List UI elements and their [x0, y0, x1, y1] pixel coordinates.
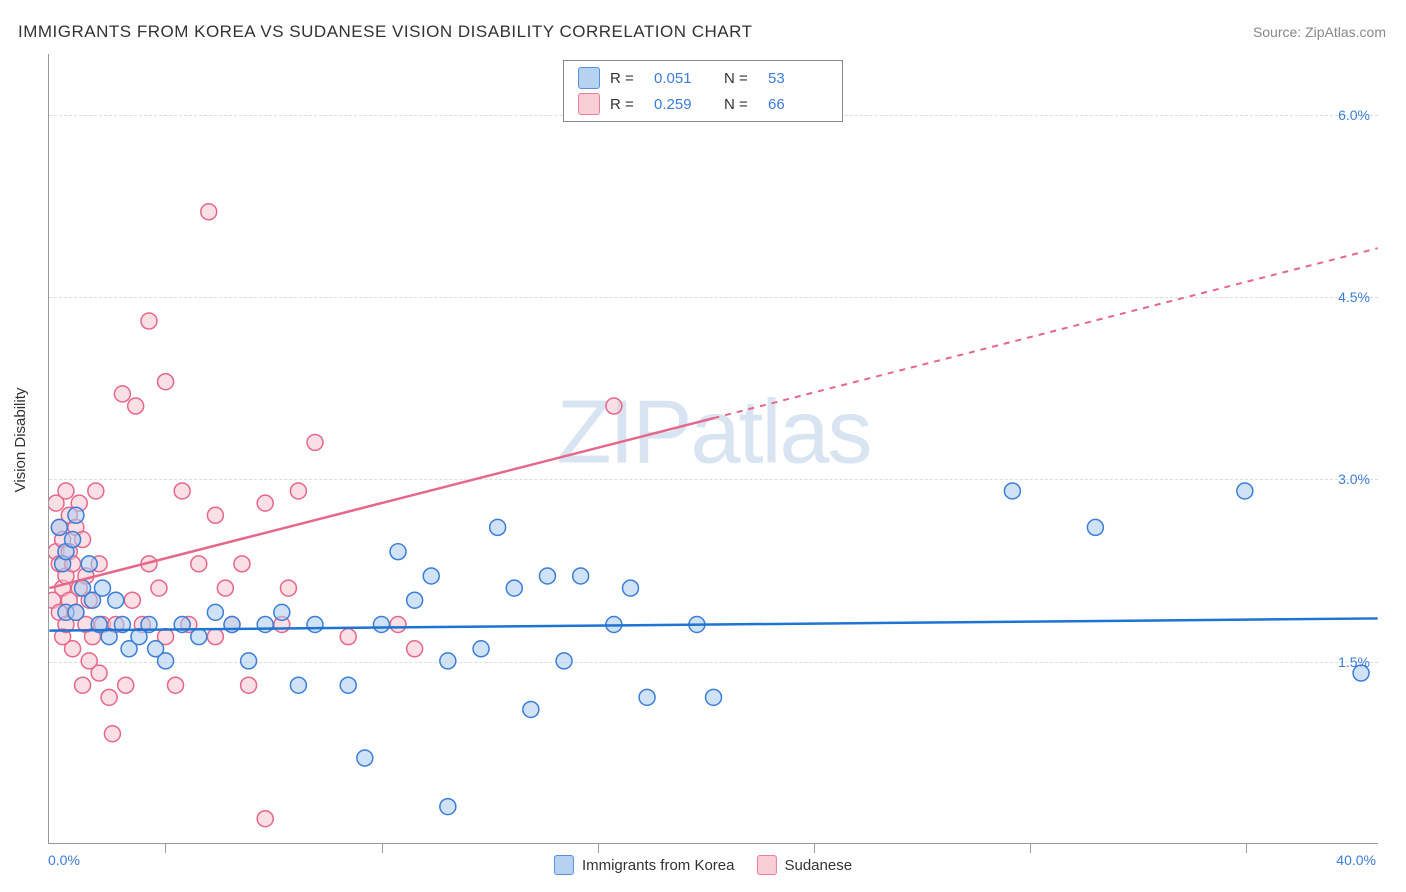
legend-series-item: Sudanese — [756, 855, 852, 875]
data-point — [274, 604, 290, 620]
x-tick — [382, 843, 383, 853]
x-tick — [814, 843, 815, 853]
x-axis-max-label: 40.0% — [1336, 852, 1376, 868]
data-point — [104, 726, 120, 742]
data-point — [307, 617, 323, 633]
data-point — [280, 580, 296, 596]
data-point — [191, 556, 207, 572]
data-point — [51, 519, 67, 535]
x-tick — [1030, 843, 1031, 853]
trend-line-extrapolated — [714, 248, 1378, 418]
legend-series-item: Immigrants from Korea — [554, 855, 735, 875]
x-axis-origin-label: 0.0% — [48, 852, 80, 868]
chart-svg — [49, 54, 1378, 843]
data-point — [290, 677, 306, 693]
data-point — [234, 556, 250, 572]
data-point — [606, 398, 622, 414]
data-point — [257, 495, 273, 511]
data-point — [573, 568, 589, 584]
data-point — [373, 617, 389, 633]
chart-title: IMMIGRANTS FROM KOREA VS SUDANESE VISION… — [18, 22, 752, 42]
data-point — [108, 592, 124, 608]
data-point — [556, 653, 572, 669]
data-point — [141, 313, 157, 329]
data-point — [440, 653, 456, 669]
legend-series-label: Sudanese — [784, 857, 852, 874]
data-point — [128, 398, 144, 414]
data-point — [91, 665, 107, 681]
data-point — [158, 374, 174, 390]
data-point — [207, 507, 223, 523]
data-point — [390, 544, 406, 560]
data-point — [75, 677, 91, 693]
x-tick — [1246, 843, 1247, 853]
data-point — [357, 750, 373, 766]
data-point — [390, 617, 406, 633]
x-tick — [598, 843, 599, 853]
data-point — [151, 580, 167, 596]
data-point — [124, 592, 140, 608]
data-point — [191, 629, 207, 645]
data-point — [307, 434, 323, 450]
data-point — [257, 811, 273, 827]
data-point — [473, 641, 489, 657]
source-attribution: Source: ZipAtlas.com — [1253, 24, 1386, 40]
data-point — [639, 689, 655, 705]
data-point — [423, 568, 439, 584]
data-point — [1004, 483, 1020, 499]
data-point — [68, 604, 84, 620]
data-point — [706, 689, 722, 705]
data-point — [68, 507, 84, 523]
data-point — [407, 641, 423, 657]
data-point — [201, 204, 217, 220]
data-point — [114, 386, 130, 402]
data-point — [407, 592, 423, 608]
data-point — [58, 483, 74, 499]
source-link[interactable]: ZipAtlas.com — [1305, 24, 1386, 40]
data-point — [506, 580, 522, 596]
data-point — [88, 483, 104, 499]
data-point — [622, 580, 638, 596]
data-point — [1353, 665, 1369, 681]
data-point — [539, 568, 555, 584]
data-point — [207, 629, 223, 645]
data-point — [217, 580, 233, 596]
data-point — [257, 617, 273, 633]
data-point — [174, 483, 190, 499]
data-point — [207, 604, 223, 620]
legend-series: Immigrants from Korea Sudanese — [554, 855, 852, 875]
data-point — [65, 641, 81, 657]
data-point — [1237, 483, 1253, 499]
x-tick — [165, 843, 166, 853]
trend-line — [49, 418, 713, 588]
data-point — [65, 532, 81, 548]
legend-swatch — [554, 855, 574, 875]
data-point — [94, 580, 110, 596]
legend-swatch — [756, 855, 776, 875]
data-point — [81, 556, 97, 572]
y-axis-label: Vision Disability — [12, 388, 29, 493]
legend-series-label: Immigrants from Korea — [582, 857, 735, 874]
plot-area: ZIPatlas 1.5%3.0%4.5%6.0% — [48, 54, 1378, 844]
data-point — [101, 689, 117, 705]
data-point — [523, 701, 539, 717]
data-point — [290, 483, 306, 499]
data-point — [340, 629, 356, 645]
data-point — [118, 677, 134, 693]
data-point — [241, 653, 257, 669]
data-point — [168, 677, 184, 693]
trend-line — [49, 618, 1377, 630]
data-point — [241, 677, 257, 693]
data-point — [340, 677, 356, 693]
source-label: Source: — [1253, 24, 1301, 40]
data-point — [440, 799, 456, 815]
data-point — [1087, 519, 1103, 535]
data-point — [158, 653, 174, 669]
data-point — [490, 519, 506, 535]
